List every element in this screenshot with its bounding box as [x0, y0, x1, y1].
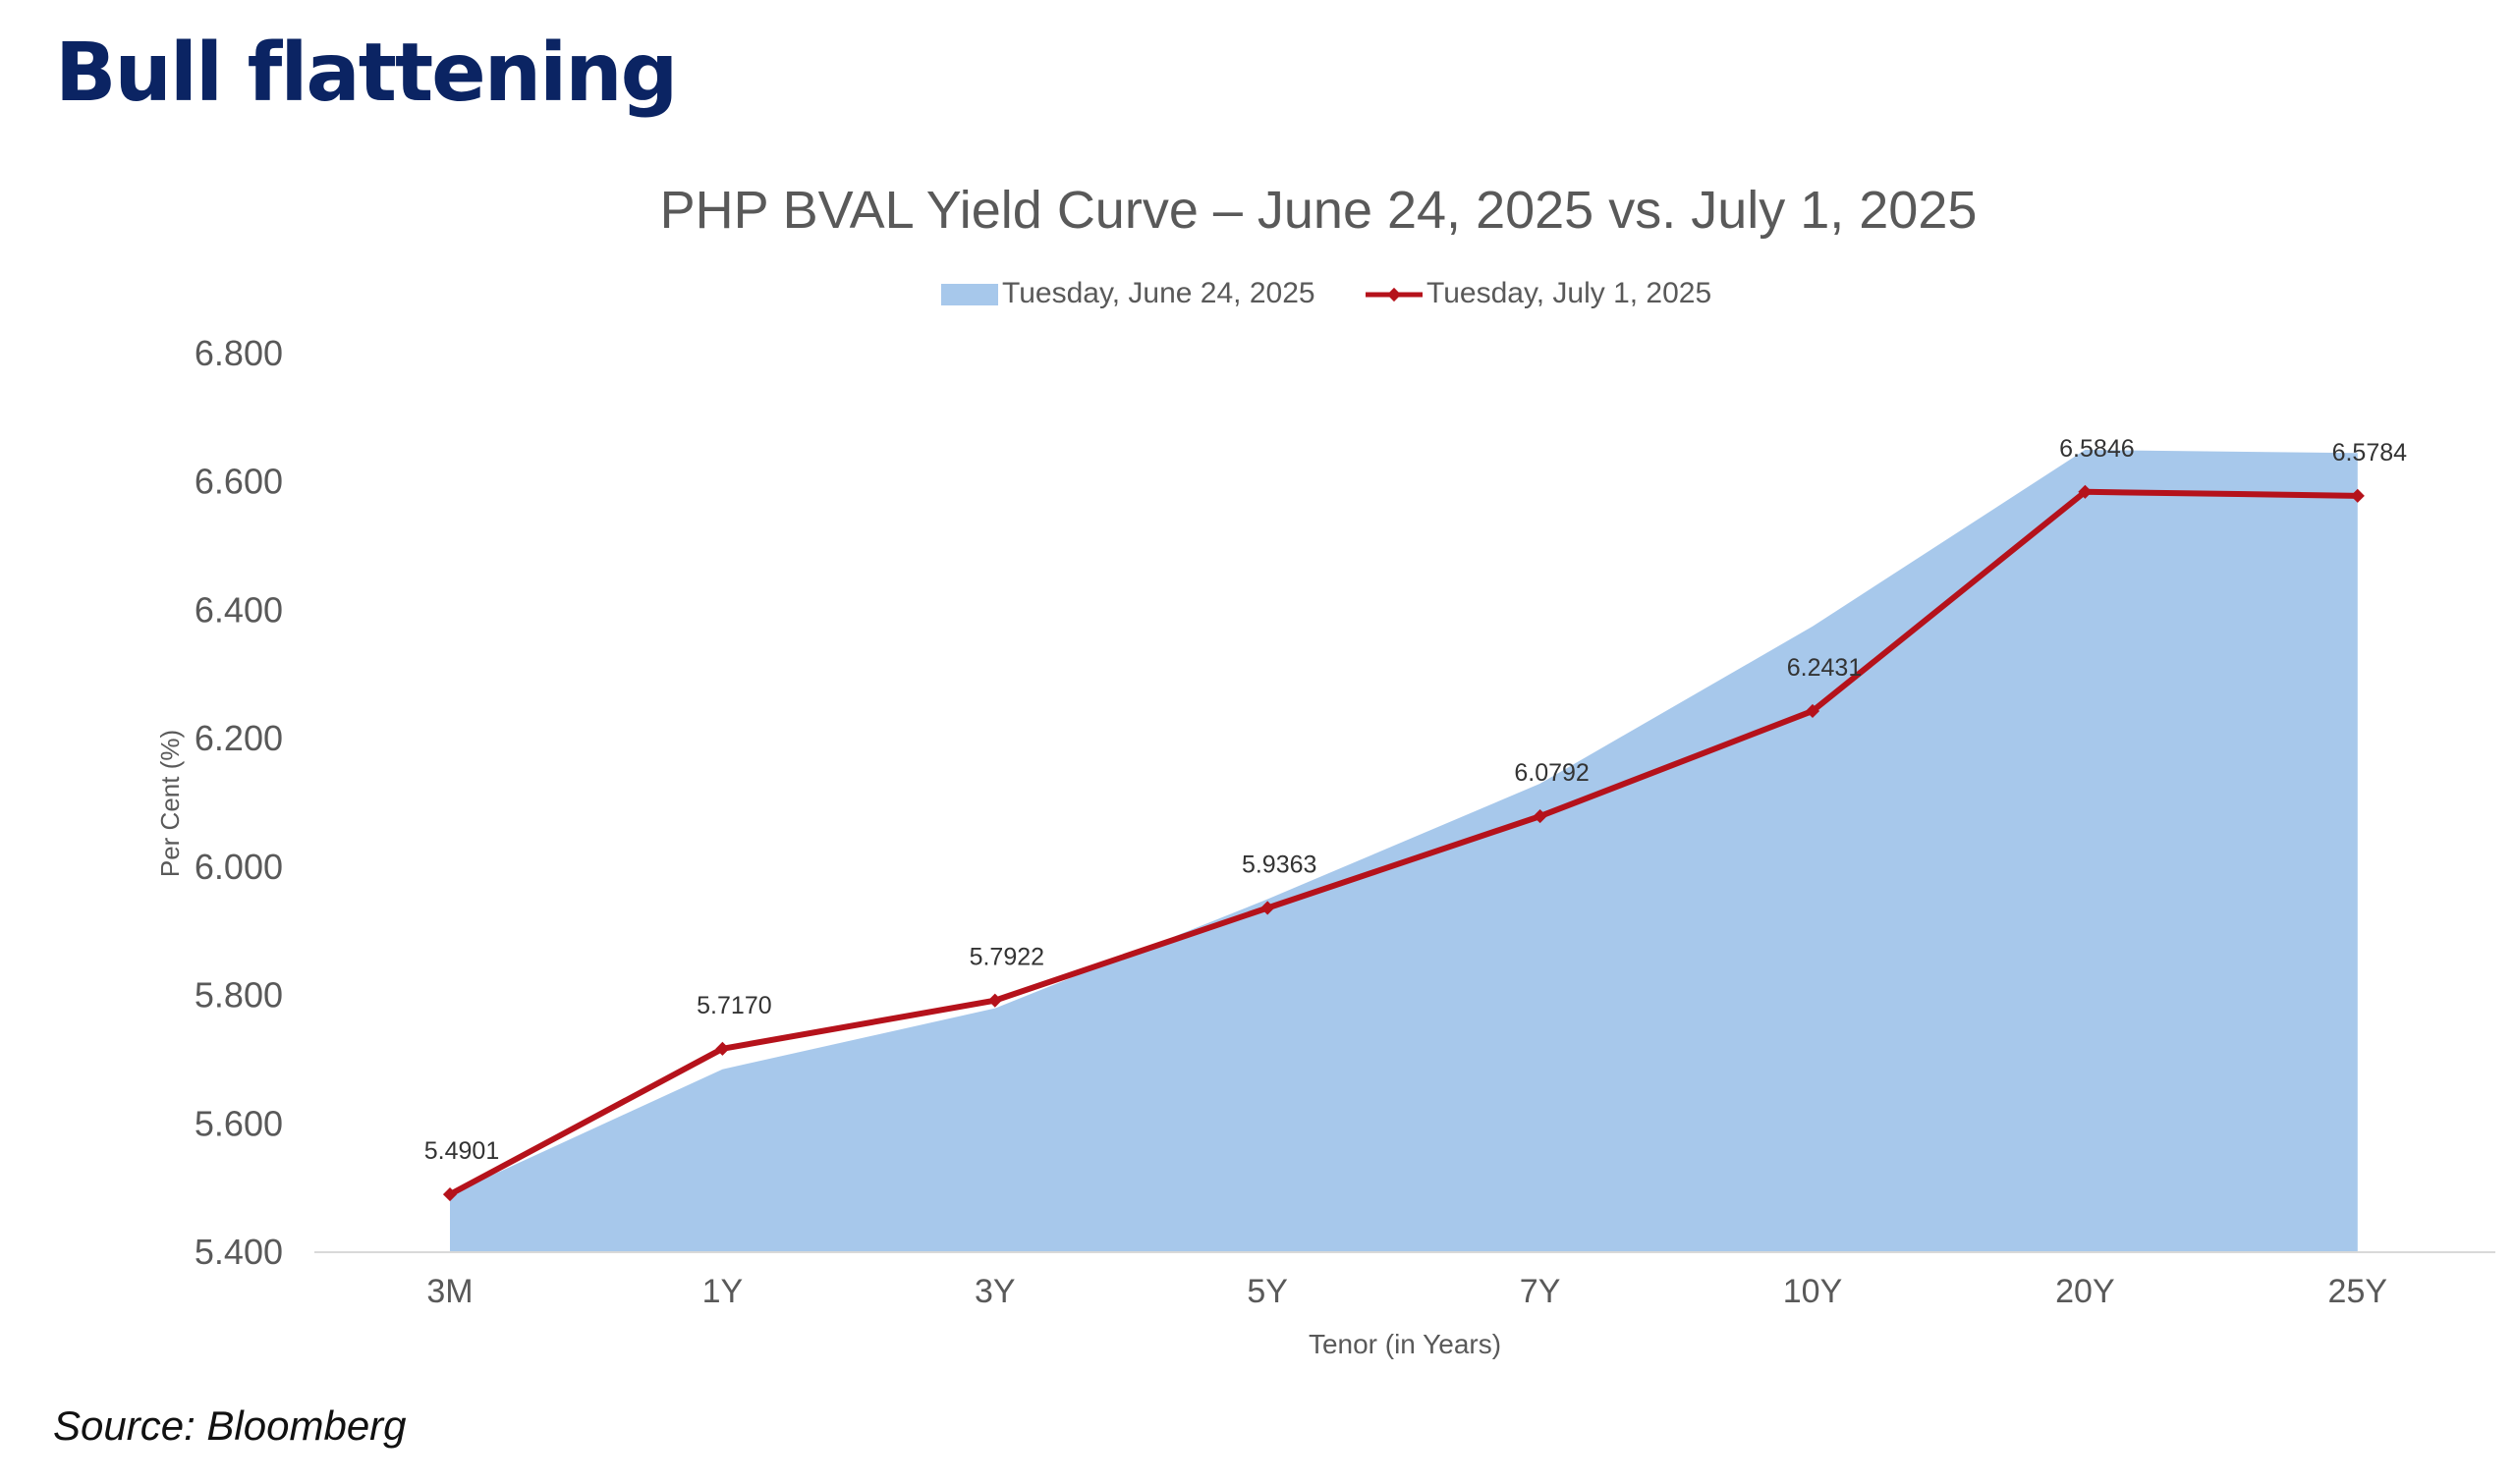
y-tick-label-2: 5.800 — [195, 975, 283, 1016]
legend-label-line: Tuesday, July 1, 2025 — [1426, 277, 1711, 309]
data-label: 5.9363 — [1242, 851, 1316, 878]
x-tick-label-3m: 3M — [426, 1273, 473, 1310]
x-tick-label-3y: 3Y — [975, 1273, 1016, 1310]
legend-swatch-area — [941, 284, 998, 305]
plot-area: 5.400 5.600 5.800 6.000 6.200 6.400 6.600 6.800… — [195, 333, 2495, 1310]
x-tick-label-10y: 10Y — [1783, 1273, 1843, 1310]
x-tick-label-1y: 1Y — [702, 1273, 744, 1310]
x-tick-label-25y: 25Y — [2328, 1273, 2388, 1310]
page-title: Bull flattening — [55, 27, 678, 120]
data-point-marker — [987, 993, 1002, 1008]
data-label: 5.4901 — [424, 1137, 499, 1165]
y-tick-label-0: 5.400 — [195, 1232, 283, 1272]
yield-curve-chart: PHP BVAL Yield Curve – June 24, 2025 vs.… — [155, 181, 2495, 1359]
y-tick-label-6: 6.600 — [195, 462, 283, 502]
data-label: 6.5784 — [2332, 439, 2408, 467]
area-series-june-24 — [450, 450, 2358, 1252]
x-tick-label-5y: 5Y — [1247, 1273, 1288, 1310]
data-point-marker — [1533, 809, 1547, 824]
y-tick-label-7: 6.800 — [195, 333, 283, 373]
chart-title: PHP BVAL Yield Curve – June 24, 2025 vs.… — [660, 181, 1978, 240]
y-tick-label-4: 6.200 — [195, 718, 283, 758]
legend: Tuesday, June 24, 2025 Tuesday, July 1, … — [941, 277, 1711, 309]
data-label: 6.5846 — [2059, 435, 2134, 463]
legend-swatch-marker — [1386, 287, 1402, 302]
y-axis-label: Per Cent (%) — [155, 730, 185, 877]
line-series-july-1 — [448, 488, 2358, 1197]
y-tick-label-5: 6.400 — [195, 589, 283, 630]
x-tick-label-7y: 7Y — [1520, 1273, 1561, 1310]
data-label: 6.0792 — [1514, 759, 1589, 787]
legend-label-area: Tuesday, June 24, 2025 — [1002, 277, 1315, 309]
data-label: 6.2431 — [1787, 654, 1862, 682]
data-point-marker — [715, 1041, 730, 1056]
data-point-marker — [442, 1187, 458, 1202]
data-label: 5.7922 — [970, 944, 1044, 971]
data-point-marker — [1260, 901, 1275, 915]
source-note: Source: Bloomberg — [53, 1402, 407, 1449]
x-axis-label: Tenor (in Years) — [1309, 1329, 1501, 1359]
y-tick-label-1: 5.600 — [195, 1103, 283, 1143]
x-tick-label-20y: 20Y — [2055, 1273, 2115, 1310]
data-point-marker — [1805, 703, 1820, 719]
data-label: 5.7170 — [697, 992, 771, 1019]
y-tick-label-3: 6.000 — [195, 847, 283, 887]
